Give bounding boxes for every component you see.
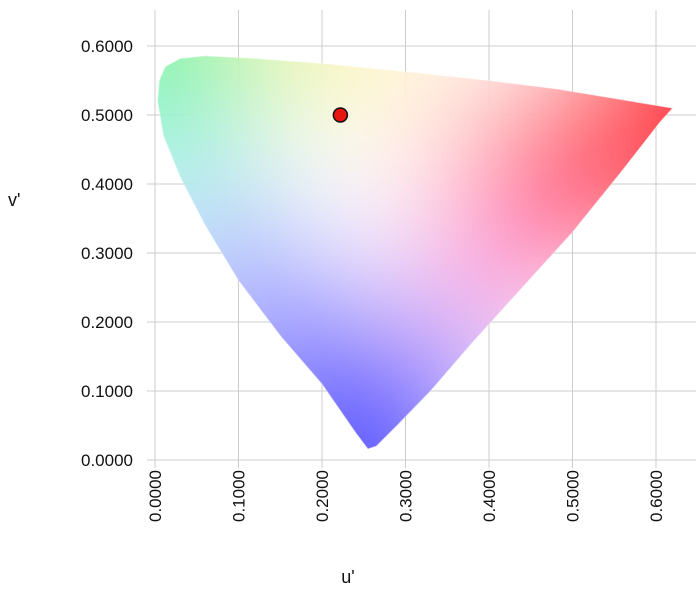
x-tick-label: 0.2000 <box>313 470 332 522</box>
data-point <box>332 107 349 123</box>
y-tick-label: 0.4000 <box>81 175 133 194</box>
x-axis-title: u' <box>341 567 354 587</box>
y-tick-label: 0.1000 <box>81 382 133 401</box>
x-tick-label: 0.1000 <box>230 470 249 522</box>
x-tick-label: 0.0000 <box>146 470 165 522</box>
x-tick-label: 0.4000 <box>480 470 499 522</box>
x-axis-ticks: 0.0000 0.1000 0.2000 0.3000 0.4000 0.5000 0.60… <box>146 470 666 522</box>
y-tick-label: 0.2000 <box>81 313 133 332</box>
y-tick-label: 0.6000 <box>81 37 133 56</box>
x-tick-label: 0.3000 <box>397 470 416 522</box>
y-tick-label: 0.5000 <box>81 106 133 125</box>
y-tick-label: 0.0000 <box>81 451 133 470</box>
x-tick-label: 0.5000 <box>564 470 583 522</box>
data-points <box>332 107 349 123</box>
y-axis-title: v' <box>8 190 20 210</box>
y-tick-label: 0.3000 <box>81 244 133 263</box>
y-axis-ticks: 0.0000 0.1000 0.2000 0.3000 0.4000 0.5000 0.60… <box>81 37 133 470</box>
x-tick-label: 0.6000 <box>647 470 666 522</box>
